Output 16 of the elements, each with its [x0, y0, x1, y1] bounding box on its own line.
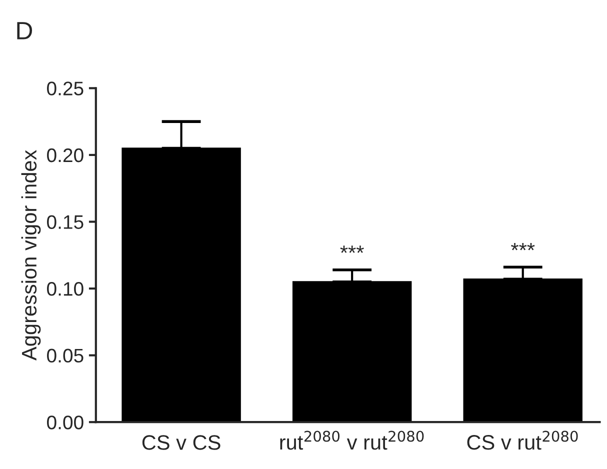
bar: [463, 278, 582, 422]
annotation: ***: [340, 246, 364, 253]
bar: [122, 148, 241, 422]
x-tick-label: rut$^{2080}$ v rut$^{2080}$: [280, 430, 424, 450]
y-axis-title: Aggression vigor index: [21, 150, 41, 360]
y-tick-label: 0.00: [47, 416, 84, 430]
y-tick-label: 0.25: [47, 82, 84, 96]
x-tick-label: CS v CS: [142, 435, 220, 450]
y-tick-label: 0.05: [47, 348, 84, 363]
y-tick-label: 0.10: [47, 282, 84, 296]
y-tick-label: 0.15: [47, 215, 84, 229]
chart-title: D: [17, 22, 32, 40]
bar: [292, 281, 412, 422]
x-tick-label: CS v rut$^{2080}$: [467, 430, 578, 450]
y-tick-label: 0.20: [47, 148, 84, 162]
annotation: ***: [511, 242, 535, 250]
